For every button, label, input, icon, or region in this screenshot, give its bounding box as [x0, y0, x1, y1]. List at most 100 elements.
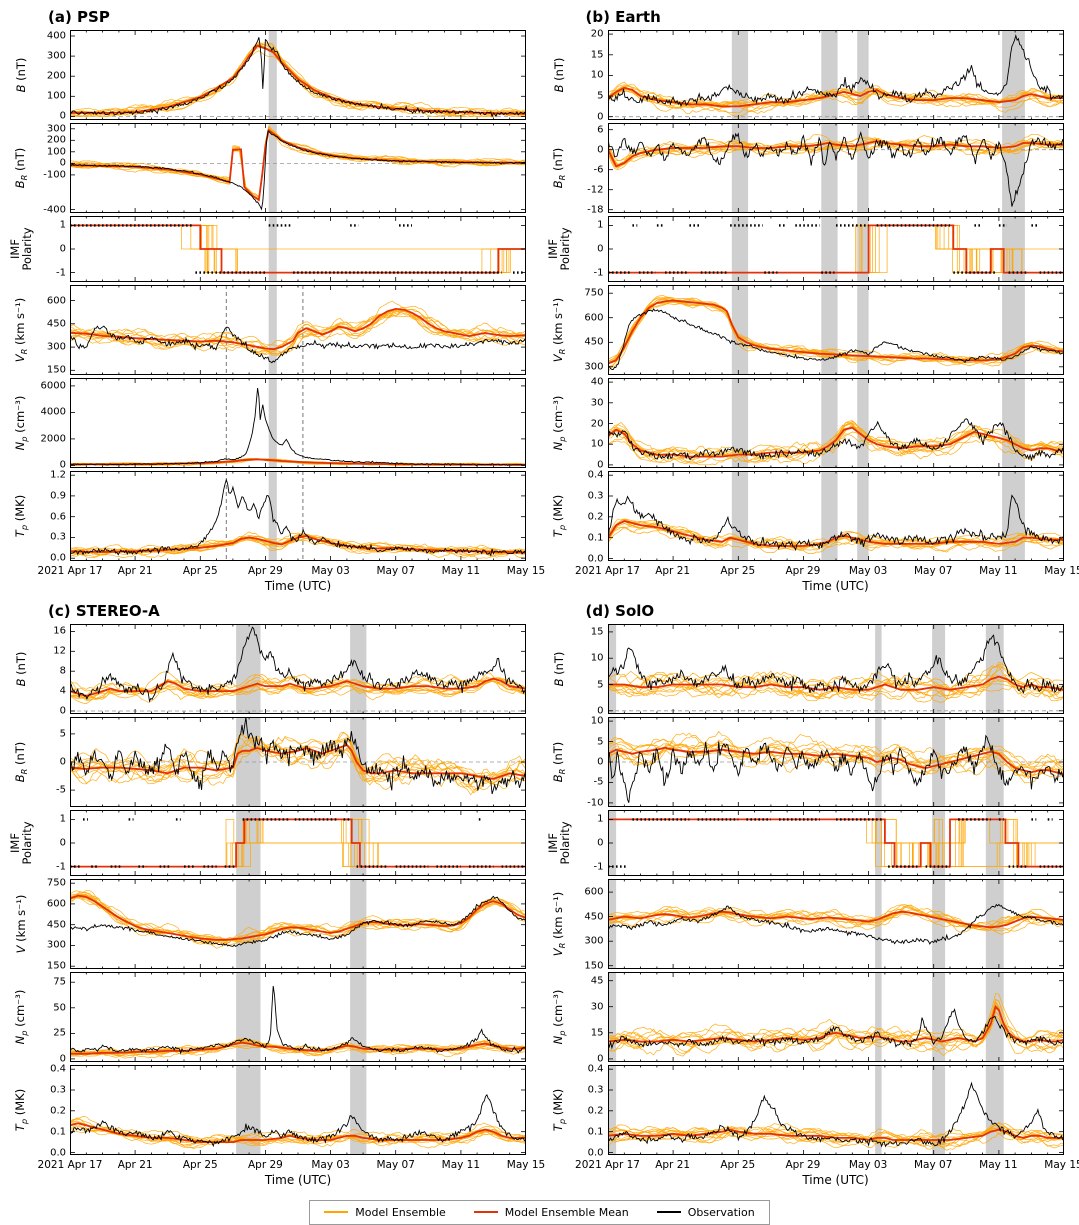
event-band	[731, 285, 748, 375]
ylabel-text: B (nT)	[551, 651, 566, 687]
xtick-label: May 03	[848, 1159, 888, 1171]
ytick-label: 30	[590, 397, 604, 409]
plot-canvas	[607, 378, 1064, 468]
ytick-label: 0	[59, 110, 66, 122]
ensemble-line	[607, 521, 1064, 553]
ensemble-line	[70, 44, 526, 117]
ytick-label: 0.0	[50, 1147, 66, 1158]
ytick-label: 20	[590, 28, 604, 40]
ytick-label: 750	[584, 287, 604, 299]
xtick-label: May 15	[1044, 1159, 1079, 1171]
ytick-label: -18	[587, 204, 604, 216]
plot-area	[70, 717, 526, 807]
event-band	[820, 216, 838, 282]
legend-label: Model Ensemble Mean	[504, 1205, 629, 1219]
ylabel: IMF Polarity	[545, 216, 571, 282]
ytick-labels: 0 4 8 12 16	[34, 624, 70, 717]
ytick-label: 15	[590, 1027, 604, 1039]
ytick-label: 10	[590, 69, 604, 81]
ylabel: B (nT)	[8, 30, 34, 120]
plot-area	[607, 717, 1064, 807]
ylabel-text: BR (nT)	[550, 741, 567, 783]
ensemble-line	[70, 309, 526, 353]
ytick-labels: 1 0 -1	[572, 216, 608, 282]
xtick-label: May 07	[376, 565, 415, 577]
xtick-area: 2021 Apr 17 Apr 21 Apr 25 Apr 29 May 03 May 0…	[38, 564, 546, 579]
ytick-label: 750	[46, 877, 66, 889]
ensemble-line	[607, 904, 1064, 932]
subplot-BR: BR (nT) 5 0 -5	[8, 717, 532, 807]
observation-line-sample-icon	[656, 1211, 681, 1213]
ytick-label: 450	[584, 336, 604, 348]
plot-area	[70, 972, 526, 1062]
xtick-label: Apr 21	[655, 565, 691, 577]
ytick-label: 0.0	[587, 553, 604, 564]
plot-canvas	[607, 624, 1064, 714]
xtick-label: May 15	[506, 1159, 546, 1171]
ytick-label: 0.3	[587, 490, 604, 502]
plot-canvas	[607, 972, 1064, 1062]
ytick-labels: 1 0 -1	[34, 216, 70, 282]
ensemble-line	[70, 128, 526, 201]
subplot-Tp: Tp (MK) 0.0 0.3 0.6 0.9 1.2	[8, 470, 532, 564]
ensemble-line	[607, 739, 1064, 776]
ensemble-line	[607, 136, 1064, 168]
xtick-label: Apr 21	[117, 1159, 153, 1171]
ytick-label: 0	[59, 157, 66, 169]
observation-line	[70, 895, 526, 947]
event-band	[874, 879, 882, 969]
observation-line	[607, 634, 1064, 694]
ytick-label: 10	[590, 438, 604, 450]
ensemble-mean-line	[607, 910, 1064, 929]
plot-area	[607, 972, 1064, 1062]
xtick-label: Apr 25	[720, 1159, 756, 1171]
ytick-labels: 1 0 -1	[572, 810, 608, 876]
ytick-label: 0.2	[587, 511, 604, 523]
ensemble-line	[607, 904, 1064, 933]
observation-line	[607, 734, 1064, 803]
plot-area	[70, 810, 526, 876]
ytick-labels: 300 200 100 0 -100 -400	[34, 123, 70, 215]
ytick-label: 0.3	[50, 531, 66, 543]
ytick-label: 30	[590, 1001, 604, 1013]
xtick-row: 2021 Apr 17 Apr 21 Apr 25 Apr 29 May 03 May 0…	[546, 564, 1079, 579]
plot-canvas	[70, 624, 526, 714]
subplot-Np: Np (cm⁻³) 0 15 30 45	[546, 972, 1070, 1064]
xtick-row: 2021 Apr 17 Apr 21 Apr 25 Apr 29 May 03 May 0…	[8, 1158, 546, 1173]
event-band	[856, 378, 869, 468]
xtick-label: Apr 29	[247, 1159, 283, 1171]
panel-earth: (b) Earth B (nT) 0 5 10 15 20 BR (nT) 6 0 -6 -12 -18…	[545, 8, 1079, 596]
ensemble-line	[607, 302, 1064, 365]
ensemble-line	[70, 50, 526, 117]
ensemble-mean-line	[607, 1128, 1064, 1141]
legend-item-observation: Observation	[656, 1206, 755, 1219]
subplot-B: B (nT) 0 4 8 12 16	[8, 624, 532, 717]
ytick-label: 0.9	[50, 490, 66, 502]
event-band	[856, 471, 869, 561]
ylabel: IMF Polarity	[8, 810, 34, 876]
ensemble-line	[70, 225, 526, 273]
ytick-label: 0	[597, 459, 604, 471]
xtick-label: May 07	[376, 1159, 415, 1171]
ytick-label: 300	[584, 361, 604, 373]
plot-canvas	[70, 216, 526, 282]
xtick-label: Apr 29	[785, 565, 821, 577]
ylabel: B (nT)	[546, 30, 572, 120]
subplot-BR: BR (nT) 6 0 -6 -12 -18	[546, 123, 1070, 216]
ylabel: BR (nT)	[546, 123, 572, 213]
ylabel: V (km s⁻¹)	[8, 879, 34, 969]
event-band	[268, 123, 277, 213]
ylabel: VR (km s⁻¹)	[546, 879, 572, 969]
event-band	[731, 216, 748, 282]
ytick-label: 5	[597, 90, 604, 102]
subplot-IMF: IMF Polarity 1 0 -1	[545, 810, 1070, 876]
ensemble-line	[70, 225, 526, 273]
ylabel: IMF Polarity	[545, 810, 571, 876]
event-band	[820, 285, 838, 375]
ylabel-text: B (nT)	[551, 57, 566, 93]
ensemble-line	[607, 910, 1064, 926]
ytick-label: 16	[53, 625, 66, 637]
ylabel-text: IMF Polarity	[7, 227, 34, 271]
observation-line	[607, 494, 1064, 552]
ytick-label: 0	[59, 459, 66, 471]
